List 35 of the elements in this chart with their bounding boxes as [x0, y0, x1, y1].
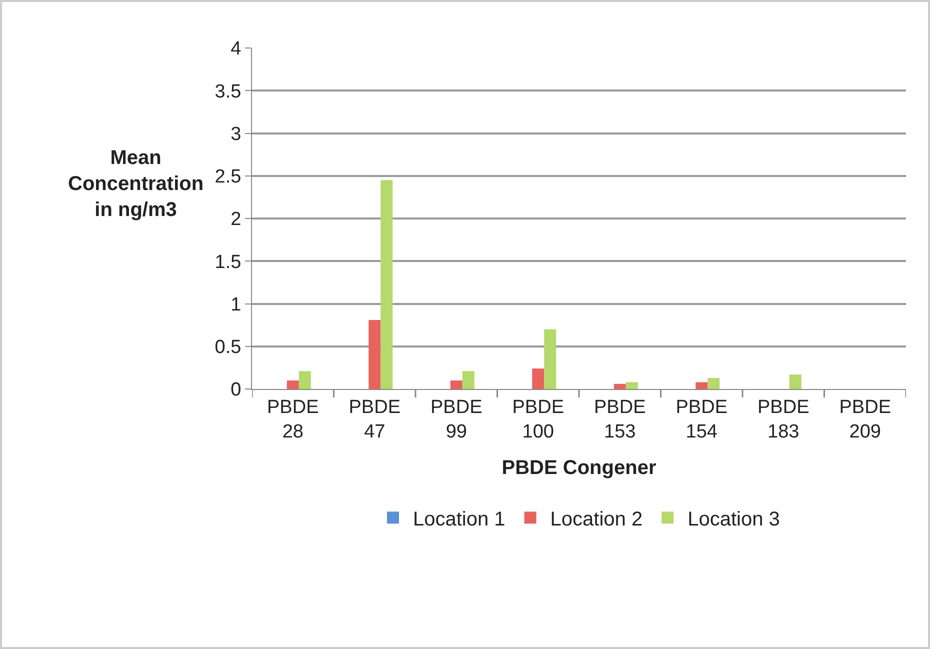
bar: [462, 371, 474, 389]
bar: [450, 380, 462, 389]
bar: [696, 382, 708, 389]
bar: [544, 329, 556, 389]
bar: [368, 320, 381, 389]
y-tick-label: 3: [230, 124, 242, 145]
legend-label: Location 2: [550, 508, 643, 530]
bar: [532, 368, 544, 389]
y-axis-title: Mean Concentration in ng/m3: [68, 147, 204, 221]
y-tick-label: 2.5: [214, 166, 242, 188]
bar: [614, 384, 626, 389]
legend-label: Location 1: [413, 508, 506, 530]
y-tick-label: 1.5: [214, 252, 242, 273]
x-tick-label: PBDE 28: [267, 396, 319, 442]
y-tick-label: 3.5: [214, 81, 242, 102]
y-tick-label: 1: [230, 294, 242, 316]
x-tick-label: PBDE 47: [348, 396, 401, 442]
x-axis-title: PBDE Congener: [502, 457, 656, 479]
y-tick-label: 0.5: [214, 337, 242, 358]
bar: [626, 382, 638, 389]
x-tick-label: PBDE 99: [430, 396, 482, 442]
x-tick-label: PBDE 153: [594, 396, 646, 442]
x-tick-label: PBDE 100: [512, 396, 564, 442]
bar: [380, 180, 393, 389]
bar: [789, 374, 802, 389]
bar: [298, 371, 311, 389]
bar: [286, 380, 299, 389]
y-tick-label: 4: [230, 38, 242, 60]
y-tick-label: 0: [230, 380, 242, 401]
x-tick-label: PBDE 209: [839, 396, 892, 442]
x-tick-label: PBDE 154: [676, 396, 728, 442]
y-tick-label: 2: [230, 209, 242, 230]
x-tick-label: PBDE 183: [758, 396, 810, 442]
bar: [708, 378, 720, 389]
legend-label: Location 3: [688, 508, 780, 530]
